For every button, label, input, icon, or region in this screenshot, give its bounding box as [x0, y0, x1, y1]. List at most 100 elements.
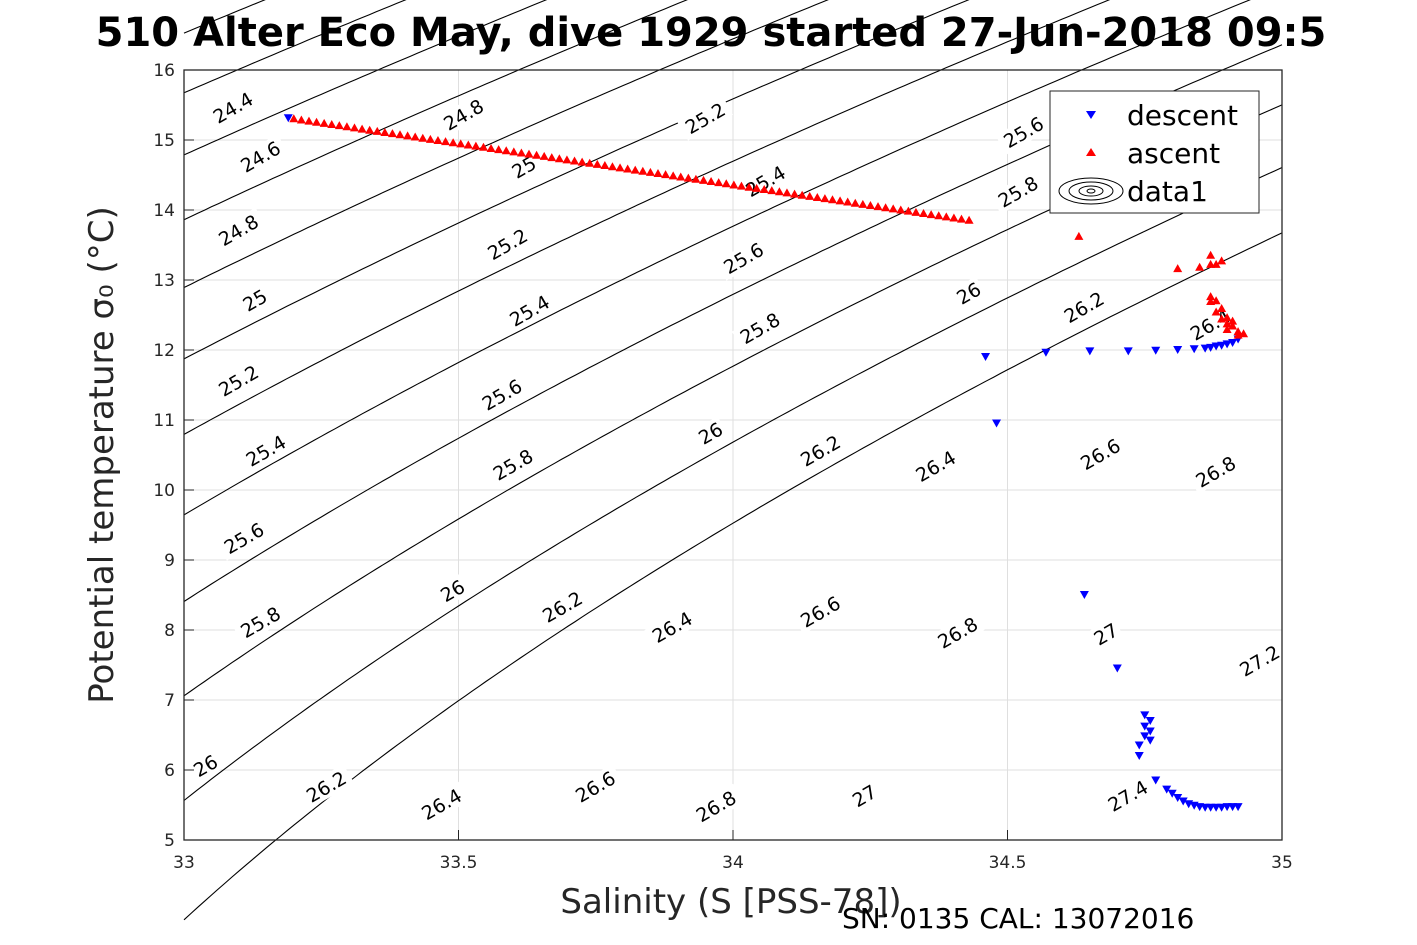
density-contour-line	[183, 0, 1111, 435]
ascent-point	[403, 131, 413, 140]
density-contour-line	[183, 0, 548, 156]
descent-point	[1145, 736, 1155, 745]
y-tick-label: 6	[164, 761, 175, 781]
density-contour-line	[183, 0, 407, 94]
ascent-point	[524, 149, 534, 158]
ascent-point	[873, 202, 883, 211]
ascent-point	[456, 139, 466, 148]
ascent-point	[691, 174, 701, 183]
descent-point	[1079, 591, 1089, 599]
x-tick-label: 34	[722, 853, 744, 873]
descent-point	[1134, 752, 1144, 760]
ascent-point	[683, 173, 693, 182]
descent-point	[1140, 722, 1150, 731]
descent-point	[1206, 343, 1216, 352]
descent-point	[992, 419, 1002, 428]
contour-label-knockout	[995, 109, 1052, 155]
contour-label-knockout	[473, 372, 530, 418]
descent-point	[1145, 727, 1155, 736]
y-tick-label: 15	[153, 131, 175, 151]
descent-point	[981, 353, 991, 361]
ascent-point	[835, 196, 845, 205]
legend-box	[1049, 90, 1260, 214]
legend-descent-marker	[1086, 111, 1096, 119]
ascent-point	[1074, 231, 1084, 240]
contour-label-knockout	[929, 610, 986, 656]
footer-calibration: SN: 0135 CAL: 13072016	[842, 902, 1194, 935]
ascent-point	[949, 213, 959, 222]
ascent-point	[600, 161, 610, 170]
x-axis-ticks: 33 33.5 34 34.5 35	[173, 830, 1293, 873]
x-tick-label: 34.5	[989, 853, 1027, 873]
ascent-point	[289, 114, 299, 123]
y-tick-label: 9	[164, 551, 175, 571]
y-tick-label: 5	[164, 831, 175, 851]
contour-label-knockout	[232, 134, 289, 180]
ascent-point	[577, 157, 587, 166]
ascent-point	[729, 180, 739, 189]
contour-label-knockout	[1055, 284, 1112, 330]
contour-label-knockout	[413, 781, 470, 827]
ascent-point	[532, 150, 542, 159]
contour-label-knockout	[715, 235, 772, 281]
ascent-point	[1228, 321, 1238, 330]
contour-label-knockout	[434, 573, 471, 608]
y-tick-label: 10	[153, 481, 175, 501]
ascent-point	[494, 145, 504, 154]
legend-ascent-marker	[1086, 148, 1096, 156]
ascent-point	[1217, 256, 1227, 265]
ascent-point	[319, 118, 329, 127]
ascent-point	[896, 205, 906, 214]
ascent-point	[827, 195, 837, 204]
y-axis-label: Potential temperature σ₀ (°C)	[82, 206, 122, 704]
descent-point	[1162, 785, 1172, 794]
descent-point	[1189, 345, 1199, 354]
ascent-point	[714, 178, 724, 187]
ascent-point	[706, 177, 716, 186]
contour-label-knockout	[1182, 302, 1239, 348]
contour-label-knockout	[950, 276, 987, 310]
ascent-point	[562, 155, 572, 164]
descent-point	[1217, 341, 1227, 350]
contour-label-knockout	[1187, 449, 1244, 495]
contour-label-knockout	[792, 589, 849, 635]
ascent-point	[334, 121, 344, 130]
y-tick-label: 8	[164, 621, 175, 641]
ascent-point	[850, 198, 860, 207]
y-tick-label: 11	[153, 411, 175, 431]
contour-label-knockout	[534, 584, 591, 630]
y-tick-label: 13	[153, 271, 175, 291]
x-tick-label: 35	[1271, 853, 1293, 873]
ascent-point	[782, 188, 792, 197]
density-contours	[183, 0, 1283, 921]
descent-point	[1178, 797, 1188, 806]
y-tick-label: 14	[153, 201, 175, 221]
density-contour-line	[183, 0, 829, 288]
contour-label-knockout	[1087, 617, 1124, 651]
y-tick-label: 16	[153, 61, 175, 81]
contour-label-knockout	[687, 783, 745, 829]
density-contour-line	[183, 167, 1283, 801]
ascent-point	[881, 203, 891, 212]
ascent-point	[501, 146, 511, 155]
ascent-point	[843, 197, 853, 206]
contour-label-knockout	[237, 428, 294, 474]
ascent-point	[410, 132, 420, 141]
ascent-point	[1239, 329, 1249, 338]
descent-point	[1211, 342, 1221, 351]
contour-label-knockout	[298, 764, 355, 810]
ascent-point	[463, 140, 473, 149]
descent-point	[1134, 741, 1144, 750]
ascent-point	[448, 138, 458, 147]
ascent-point	[623, 164, 633, 173]
y-axis-ticks: 5 6 7 8 9 10 11 12 13 14 15 16	[153, 61, 194, 851]
ascent-point	[539, 151, 549, 160]
legend: descent ascent data1	[1049, 90, 1260, 214]
ascent-point	[1222, 325, 1232, 333]
ascent-point	[441, 137, 451, 146]
ascent-point	[638, 166, 648, 175]
ascent-point	[653, 169, 663, 178]
ascent-point	[790, 189, 800, 198]
contour-label-knockout	[644, 604, 701, 650]
descent-point	[1200, 344, 1210, 353]
